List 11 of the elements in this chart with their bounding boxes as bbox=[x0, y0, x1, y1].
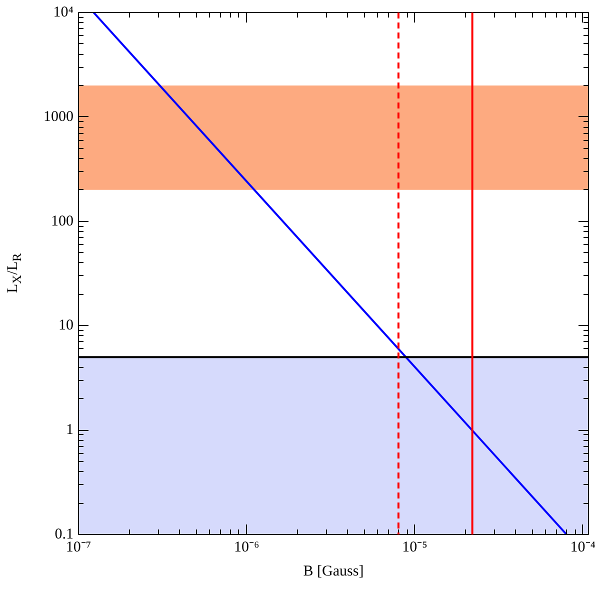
y-tick-label: 10 bbox=[58, 318, 74, 334]
y-tick-label: 1000 bbox=[44, 108, 74, 125]
x-tick-label: 10⁻⁶ bbox=[234, 540, 260, 556]
y-tick-label: 10⁴ bbox=[53, 4, 74, 20]
x-tick-label: 10⁻⁷ bbox=[66, 540, 92, 556]
y-tick-label: 1 bbox=[66, 422, 74, 438]
y-tick-label: 0.1 bbox=[54, 526, 74, 542]
x-tick-label: 10⁻⁴ bbox=[570, 540, 596, 556]
y-tick-label: 100 bbox=[51, 213, 74, 230]
x-axis-title: B [Gauss] bbox=[303, 564, 364, 580]
x-tick-label: 10⁻⁵ bbox=[402, 540, 428, 556]
